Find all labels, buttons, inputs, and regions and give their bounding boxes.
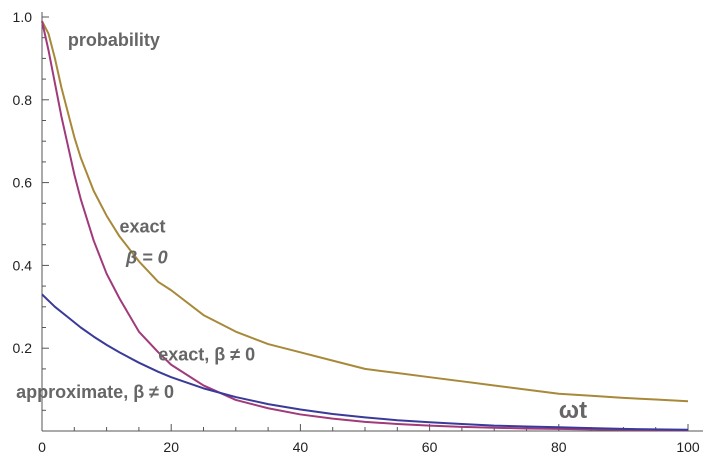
- series-line-1: [41, 20, 689, 403]
- y-tick-label: 1.0: [13, 9, 33, 25]
- x-tick-label: 40: [293, 439, 309, 454]
- annotation-layer: probability exact β = 0 exact, β ≠ 0 approxi…: [16, 30, 587, 424]
- x-tick-label: 20: [163, 439, 179, 454]
- y-tick-label: 0.8: [13, 92, 33, 108]
- x-tick-label: 0: [38, 439, 46, 454]
- axes: 0 20 40 60 80 100 0.2 0.4 0.6 0.8 1.0: [13, 9, 703, 454]
- x-tick-label: 80: [551, 439, 567, 454]
- y-tick-label: 0.2: [13, 340, 33, 356]
- x-axis-label: ωt: [559, 397, 587, 424]
- chart-annotation: exact, β ≠ 0: [158, 345, 255, 365]
- y-tick-label: 0.4: [13, 257, 33, 273]
- y-tick-label: 0.6: [13, 175, 33, 191]
- chart-annotation: probability: [68, 30, 160, 50]
- chart-annotation: approximate, β ≠ 0: [16, 382, 174, 402]
- x-tick-label: 100: [676, 439, 700, 454]
- series-layer: [41, 20, 689, 432]
- x-tick-label: 60: [422, 439, 438, 454]
- chart-annotation: exact: [120, 216, 166, 236]
- chart-annotation: β = 0: [125, 247, 168, 267]
- series-line-3: [41, 293, 689, 431]
- series-line-2: [41, 20, 688, 432]
